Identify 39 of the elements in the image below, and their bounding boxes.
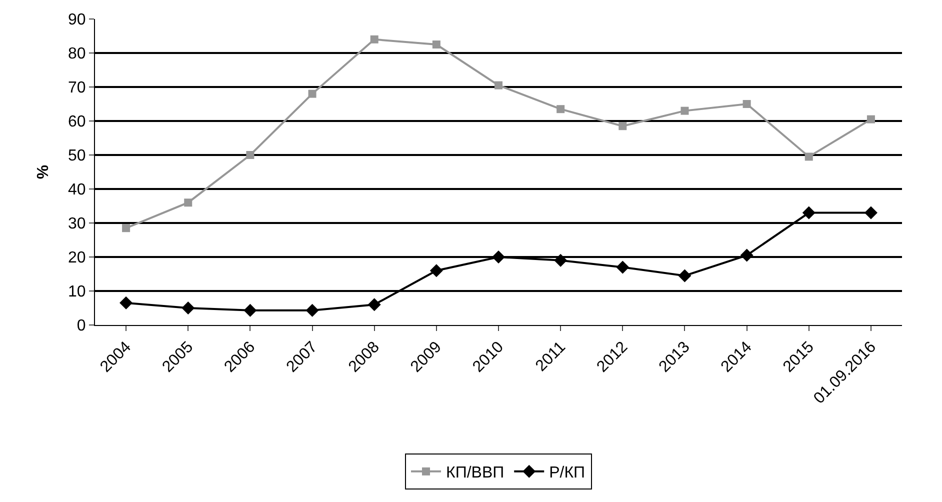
point xyxy=(804,152,813,161)
y-tick-label: 70 xyxy=(68,80,86,97)
point xyxy=(802,206,816,220)
point xyxy=(678,269,692,282)
point xyxy=(182,302,195,314)
point xyxy=(616,260,630,274)
point xyxy=(370,35,378,44)
point xyxy=(556,105,565,114)
point xyxy=(618,122,627,130)
y-tick-label: 40 xyxy=(68,182,86,199)
y-tick-label: 20 xyxy=(68,250,86,267)
point xyxy=(432,40,440,48)
point xyxy=(866,115,875,124)
y-tick-label: 30 xyxy=(68,216,86,233)
y-tick-label: 10 xyxy=(68,284,86,301)
y-tick-label: 90 xyxy=(68,12,86,29)
y-tick-label: 50 xyxy=(68,148,86,165)
legend-label: КП/ВВП xyxy=(446,464,504,482)
y-tick-label: 80 xyxy=(68,46,86,63)
y-axis-title: % xyxy=(34,164,52,180)
point xyxy=(184,198,192,207)
point xyxy=(494,81,502,90)
legend-label: Р/КП xyxy=(549,464,586,482)
point xyxy=(246,151,254,159)
y-tick-label: 0 xyxy=(76,318,86,335)
point xyxy=(740,248,754,262)
point xyxy=(430,264,443,278)
point xyxy=(306,304,319,317)
point xyxy=(554,254,568,267)
point xyxy=(742,100,751,108)
point xyxy=(308,90,316,98)
point xyxy=(122,224,130,232)
point xyxy=(492,250,505,264)
point xyxy=(120,296,133,310)
point xyxy=(864,206,878,220)
point xyxy=(680,106,689,115)
y-tick-label: 60 xyxy=(68,114,86,131)
point xyxy=(368,298,381,312)
point xyxy=(244,304,257,317)
